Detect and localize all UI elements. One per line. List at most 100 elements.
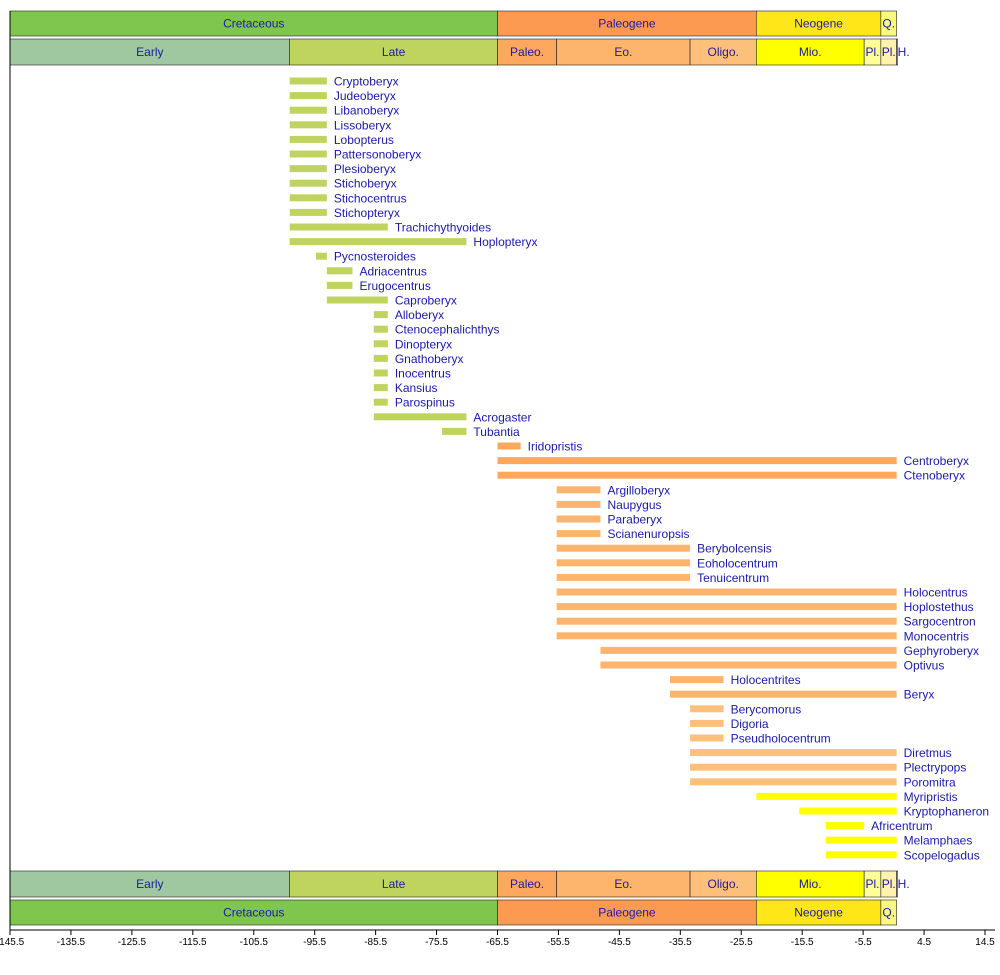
taxon-range-bar (373, 311, 388, 319)
taxon-label: Kansius (395, 381, 438, 395)
epoch-label: Late (382, 45, 406, 59)
epoch-band (556, 38, 691, 66)
period-bottom-band (497, 899, 757, 926)
taxon-range-bar (825, 851, 897, 859)
taxon-range-bar (690, 734, 724, 742)
taxon-range-bar (373, 384, 388, 392)
taxon-label: Myripristis (904, 790, 958, 804)
epoch-label: Pl. (866, 45, 880, 59)
period-label: Neogene (794, 17, 843, 31)
taxon-range-bar (556, 632, 897, 640)
taxon-range-bar (289, 238, 467, 246)
taxon-range-bar (289, 77, 327, 85)
epoch-label: Eo. (614, 45, 632, 59)
epoch-bottom-band (289, 870, 498, 898)
x-tick-label: -55.5 (547, 937, 570, 948)
taxon-label: Acrogaster (473, 410, 531, 424)
taxon-range-bar (690, 749, 897, 757)
period-band (497, 10, 757, 37)
taxon-range-bar (373, 325, 388, 333)
taxon-range-bar (690, 705, 724, 713)
epoch-band (756, 38, 865, 66)
x-tick-label: -95.5 (303, 937, 326, 948)
taxon-label: Holocentrus (904, 586, 968, 600)
period-bottom-band (880, 899, 897, 926)
epoch-label: Paleo. (510, 45, 544, 59)
epoch-bottom-label: Paleo. (510, 877, 544, 891)
x-tick-label: -65.5 (486, 937, 509, 948)
taxon-range-bar (556, 559, 691, 567)
taxon-range-bar (497, 442, 521, 450)
taxon-label: Berybolcensis (697, 542, 772, 556)
taxon-label: Gephyroberyx (904, 644, 979, 658)
epoch-bottom-band (556, 870, 691, 898)
taxon-label: Dinopteryx (395, 337, 452, 351)
taxon-label: Beryx (904, 688, 935, 702)
period-band (880, 10, 897, 37)
epoch-label: Mio. (799, 45, 822, 59)
taxon-range-bar (556, 515, 601, 523)
taxon-label: Adriacentrus (359, 264, 426, 278)
taxon-label: Monocentris (904, 629, 969, 643)
x-tick-label: -85.5 (364, 937, 387, 948)
period-label: Q. (882, 17, 895, 31)
taxon-label: Pattersonoberyx (334, 148, 421, 162)
epoch-label: Early (136, 45, 163, 59)
taxon-range-bar (600, 661, 897, 669)
taxon-label: Tenuicentrum (697, 571, 769, 585)
taxon-label: Caproberyx (395, 294, 457, 308)
period-bottom-label: Q. (882, 906, 895, 920)
epoch-bottom-label: Pl. (866, 877, 880, 891)
taxon-label: Argilloberyx (607, 483, 670, 497)
taxon-label: Ctenoberyx (904, 469, 965, 483)
taxon-label: Holocentrites (731, 673, 801, 687)
x-tick-label: -45.5 (608, 937, 631, 948)
period-bottom-label: Paleogene (598, 906, 656, 920)
taxon-range-bar (556, 500, 601, 508)
taxon-range-bar (690, 778, 897, 786)
period-bottom-band (9, 899, 498, 926)
taxon-range-bar (556, 573, 691, 581)
taxon-label: Stichopteryx (334, 206, 400, 220)
taxon-range-bar (373, 340, 388, 348)
period-band (9, 10, 498, 37)
x-tick-label: -35.5 (669, 937, 692, 948)
taxon-label: Centroberyx (904, 454, 969, 468)
epoch-bottom-band (756, 870, 865, 898)
epoch-bottom-label: H. (898, 877, 910, 891)
taxon-label: Pycnosteroides (334, 250, 416, 264)
taxon-label: Judeoberyx (334, 89, 396, 103)
taxon-range-bar (326, 296, 388, 304)
taxon-label: Sargocentron (904, 615, 976, 629)
taxon-label: Libanoberyx (334, 104, 399, 118)
taxon-range-bar (669, 676, 724, 684)
taxon-label: Parospinus (395, 396, 455, 410)
taxon-label: Stichocentrus (334, 191, 407, 205)
taxon-range-bar (756, 792, 897, 800)
x-tick-label: -25.5 (730, 937, 753, 948)
taxon-range-bar (289, 179, 327, 187)
epoch-bottom-label: Early (136, 877, 163, 891)
taxon-label: Gnathoberyx (395, 352, 464, 366)
taxon-label: Melamphaes (904, 834, 973, 848)
taxon-label: Inocentrus (395, 367, 451, 381)
taxon-label: Ctenocephalichthys (395, 323, 500, 337)
taxon-range-bar (373, 398, 388, 406)
taxon-range-bar (289, 106, 327, 114)
taxon-range-bar (497, 471, 897, 479)
epoch-bottom-label: Oligo. (708, 877, 739, 891)
epoch-band (9, 38, 291, 66)
taxon-range-bar (289, 208, 327, 216)
epoch-bottom-label: Late (382, 877, 406, 891)
taxon-label: Erugocentrus (359, 279, 430, 293)
taxon-range-bar (799, 807, 897, 815)
taxon-label: Berycomorus (731, 702, 802, 716)
x-tick-label: -5.5 (855, 937, 873, 948)
taxon-label: Paraberyx (607, 513, 662, 527)
taxon-range-bar (556, 544, 691, 552)
taxon-range-bar (289, 223, 388, 231)
taxon-label: Iridopristis (528, 440, 583, 454)
taxon-label: Diretmus (904, 746, 952, 760)
